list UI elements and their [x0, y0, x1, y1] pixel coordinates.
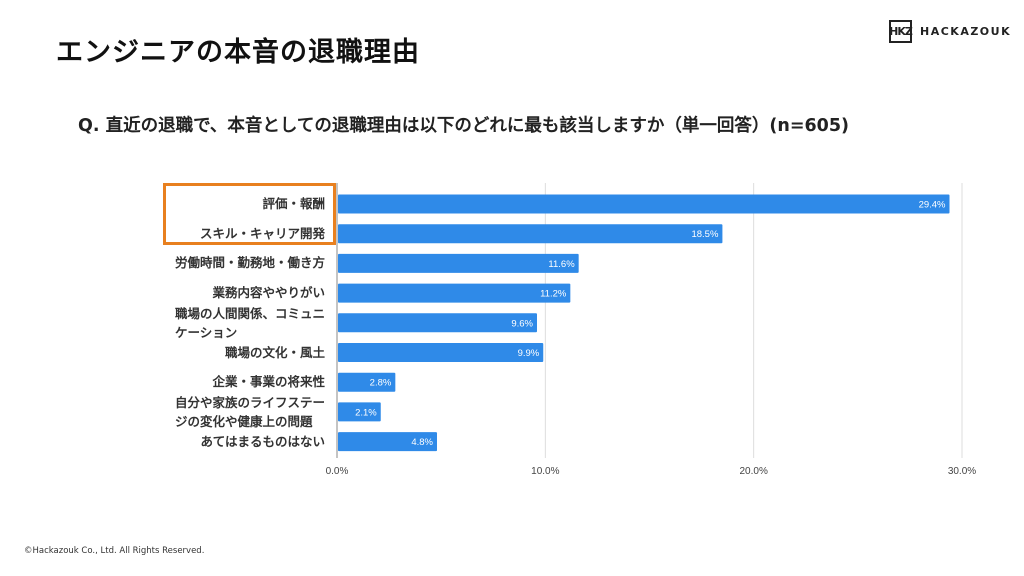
x-tick-label: 10.0% — [531, 466, 559, 477]
bar — [338, 402, 381, 422]
data-label: 4.8% — [411, 437, 433, 448]
highlight-box — [163, 183, 336, 245]
bar — [338, 343, 544, 362]
question-text: Q. 直近の退職で、本音としての退職理由は以下のどれに最も該当しますか（単一回答… — [78, 116, 850, 136]
x-tick-label: 0.0% — [326, 466, 349, 477]
x-tick-label: 30.0% — [948, 466, 976, 477]
category-label: 業務内容ややりがい — [212, 285, 325, 301]
logo-mark: HKZ — [889, 20, 913, 43]
data-label: 9.9% — [518, 348, 540, 359]
bar — [338, 194, 950, 214]
data-label: 2.8% — [370, 378, 392, 389]
category-label: 自分や家族のライフステージの変化や健康上の問題 — [175, 394, 326, 429]
data-label: 18.5% — [691, 229, 718, 240]
data-label: 11.6% — [548, 259, 575, 270]
data-label: 11.2% — [540, 289, 567, 300]
x-tick-label: 20.0% — [739, 466, 767, 477]
bar — [338, 253, 579, 273]
bar — [338, 432, 437, 452]
category-label: 労働時間・勤務地・働き方 — [174, 255, 325, 271]
logo: HKZ HACKAZOUK — [889, 20, 1011, 43]
data-label: 9.6% — [511, 318, 533, 329]
category-label: 企業・事業の将来性 — [212, 374, 325, 390]
bar — [338, 283, 571, 303]
category-label: スキル・キャリア開発 — [199, 225, 325, 241]
category-label: 職場の人間関係、コミュニケーション — [175, 305, 326, 340]
copyright: ©Hackazouk Co., Ltd. All Rights Reserved… — [24, 546, 205, 556]
data-label: 2.1% — [355, 407, 377, 418]
bar — [338, 313, 537, 333]
category-label: 評価・報酬 — [262, 196, 325, 211]
category-label: 職場の文化・風土 — [224, 344, 325, 360]
logo-text: HACKAZOUK — [920, 25, 1012, 38]
data-label: 29.4% — [919, 200, 946, 211]
category-label: あてはまるものはない — [200, 433, 325, 449]
bar — [338, 372, 396, 392]
bar — [338, 224, 723, 244]
page-title: エンジニアの本音の退職理由 — [56, 37, 420, 68]
